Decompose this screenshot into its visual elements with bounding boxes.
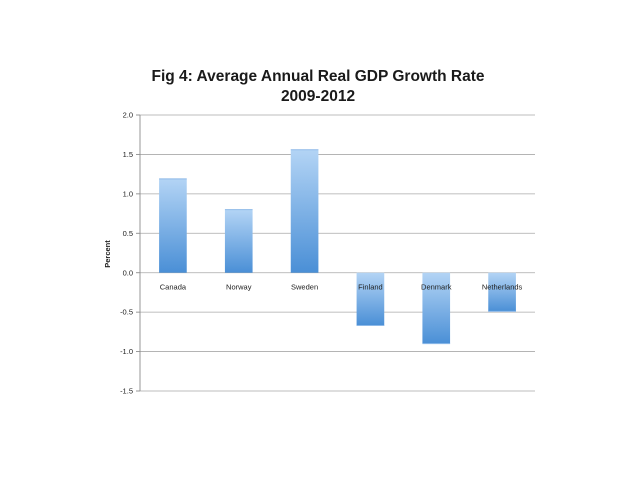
category-label-sweden: Sweden	[291, 283, 318, 292]
gridlines	[140, 114, 535, 392]
bar-canada	[159, 178, 187, 273]
category-label-canada: Canada	[160, 283, 187, 292]
bar-finland	[356, 272, 385, 326]
category-labels: Canada Norway Sweden Finland Denmark Netherla…	[160, 283, 523, 292]
chart-title-line-1: Fig 4: Average Annual Real GDP Growth Ra…	[151, 68, 484, 85]
category-label-norway: Norway	[226, 283, 252, 292]
y-tick-label: -1.0	[120, 347, 133, 356]
axes	[136, 114, 141, 392]
y-tick-label: 0.0	[123, 268, 133, 277]
bars	[159, 149, 516, 345]
category-label-netherlands: Netherlands	[482, 283, 523, 292]
bar-denmark	[422, 272, 451, 344]
chart-title-line-2: 2009-2012	[281, 88, 355, 105]
y-tick-label: 1.0	[123, 189, 133, 198]
y-tick-label: 1.5	[123, 150, 133, 159]
y-tick-label: 0.5	[123, 229, 133, 238]
y-tick-label: -0.5	[120, 308, 133, 317]
bar-netherlands	[488, 272, 516, 312]
bar-norway	[224, 209, 253, 273]
y-tick-label: -1.5	[120, 387, 133, 396]
chart-title: Fig 4: Average Annual Real GDP Growth Ra…	[151, 68, 484, 105]
bar-sweden	[290, 149, 319, 273]
category-label-finland: Finland	[358, 283, 383, 292]
category-label-denmark: Denmark	[421, 283, 452, 292]
y-tick-labels: 2.0 1.5 1.0 0.5 0.0 -0.5 -1.0 -1.5	[120, 111, 133, 396]
y-tick-label: 2.0	[123, 111, 133, 120]
y-axis-label: Percent	[103, 240, 112, 268]
